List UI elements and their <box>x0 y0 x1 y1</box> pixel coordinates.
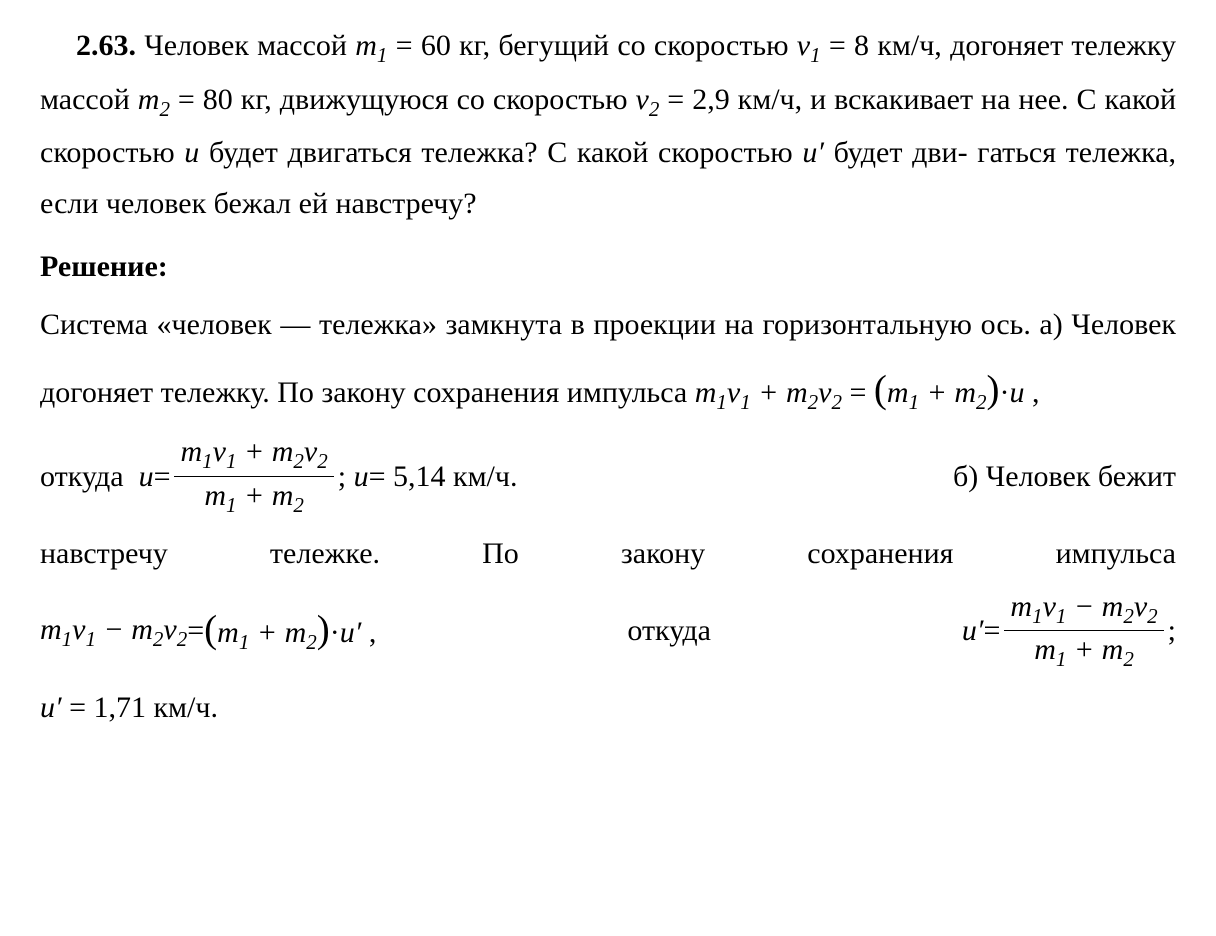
eq: = <box>849 376 873 409</box>
eq: = <box>187 602 204 659</box>
text: = 60 кг, <box>387 29 490 62</box>
text: б) Человек бежит <box>953 448 1176 505</box>
text: откуда <box>40 448 124 505</box>
eq: = <box>983 602 1000 659</box>
uprime-value: = 1,71 км/ч. <box>62 691 218 724</box>
eq1-lhs: m1v1 + m2v2 <box>695 376 850 409</box>
var-uprime: u′ <box>962 602 984 659</box>
eq: = <box>154 448 171 505</box>
text: скоростью <box>493 83 636 116</box>
text: откуда <box>627 602 711 659</box>
text: движущуюся со <box>280 83 485 116</box>
var-uprime: u′ <box>802 136 824 169</box>
var-u: u <box>184 136 199 169</box>
eq2-lhs: m1v1 − m2v2 <box>40 601 187 660</box>
text: будет двигаться тележка? С какой скорост… <box>209 136 802 169</box>
solution-title: Решение: <box>40 241 1176 292</box>
text: Человек массой <box>144 29 355 62</box>
var-v1: v1 <box>797 29 821 62</box>
final-answer-line: u′ = 1,71 км/ч. <box>40 679 1176 736</box>
eq2-line: m1v1 − m2v2 = (m1 + m2)·u′ , откуда u′ =… <box>40 590 1176 671</box>
var-uprime: u′ <box>40 691 62 724</box>
semi: ; <box>1168 602 1176 659</box>
fraction-2: m1v1 − m2v2 m1 + m2 <box>1004 590 1163 671</box>
frac-line-1: откуда u = m1v1 + m2v2 m1 + m2 ; u = 5,1… <box>40 435 1176 516</box>
u-value: = 5,14 км/ч. <box>369 448 518 505</box>
var-m2: m2 <box>138 83 170 116</box>
var-u: u <box>139 448 154 505</box>
semi: ; <box>338 448 346 505</box>
text-line: навстречу тележке. По закону сохранения … <box>40 525 1176 582</box>
eq1-rhs: (m1 + m2)·u , <box>874 376 1040 409</box>
solution-body: Система «человек — тележка» замкнута в п… <box>40 296 1176 735</box>
text: = 8 км/ч, <box>821 29 942 62</box>
text: бегущий со скоростью <box>498 29 788 62</box>
fraction-1: m1v1 + m2v2 m1 + m2 <box>174 435 333 516</box>
problem-statement: 2.63. Человек массой m1 = 60 кг, бегущий… <box>40 20 1176 229</box>
var-m1: m1 <box>355 29 387 62</box>
var-v2: v2 <box>636 83 660 116</box>
problem-number: 2.63. <box>76 29 136 62</box>
text: = 80 кг, <box>170 83 272 116</box>
eq2-rhs: (m1 + m2)·u′ , <box>204 593 376 667</box>
var-u: u <box>354 448 369 505</box>
text: = 2,9 км/ч, <box>659 83 802 116</box>
text: будет дви- <box>834 136 968 169</box>
